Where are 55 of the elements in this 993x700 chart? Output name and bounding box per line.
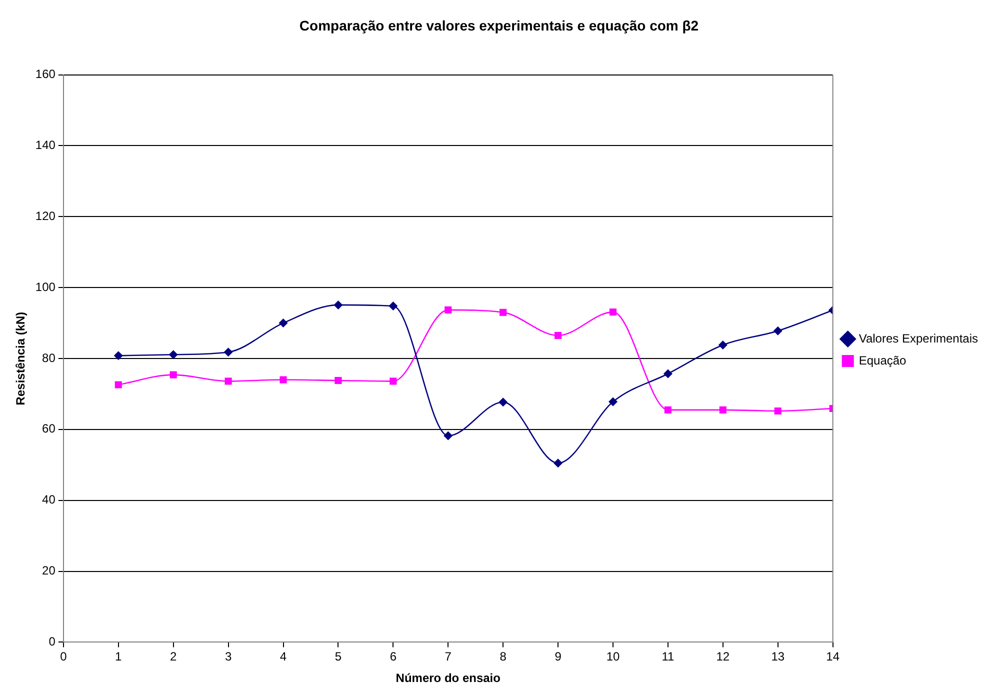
- y-tick-label: 120: [35, 208, 56, 223]
- point: [390, 378, 397, 385]
- point: [554, 458, 563, 468]
- x-tick-label: 8: [500, 650, 507, 664]
- x-tick-label: 14: [826, 650, 840, 664]
- legend-label: Valores Experimentais: [858, 331, 978, 346]
- point: [663, 369, 672, 378]
- point: [388, 302, 398, 311]
- point: [719, 406, 726, 414]
- point: [224, 348, 233, 357]
- point: [224, 378, 232, 385]
- y-tick-label: 40: [42, 492, 56, 507]
- point: [609, 308, 617, 316]
- x-tick-label: 5: [334, 650, 342, 664]
- y-tick-label: 100: [35, 280, 56, 294]
- chart-title: Comparação entre valores experimentais e equação com β2: [299, 17, 699, 34]
- x-tick-label: 13: [771, 650, 785, 664]
- x-tick-label: 0: [60, 650, 68, 664]
- y-tick-label: 80: [42, 350, 56, 365]
- x-tick-label: 3: [224, 650, 232, 664]
- x-tick-label: 10: [606, 650, 620, 664]
- point: [774, 407, 782, 415]
- legend-label: Equação: [858, 353, 907, 368]
- point: [170, 371, 177, 378]
- x-tick-label: 1: [115, 650, 122, 664]
- point: [334, 376, 342, 384]
- point: [280, 376, 287, 384]
- x-tick-label: 12: [716, 650, 730, 664]
- point: [500, 308, 507, 316]
- y-tick-label: 0: [48, 634, 56, 649]
- x-tick-label: 2: [170, 650, 177, 664]
- y-tick-label: 140: [35, 138, 56, 152]
- x-tick-label: 9: [554, 650, 562, 664]
- point: [114, 351, 123, 360]
- point: [334, 300, 343, 310]
- x-tick-label: 4: [280, 650, 287, 664]
- y-tick-label: 20: [42, 564, 56, 578]
- point: [498, 398, 508, 407]
- point: [773, 326, 782, 336]
- point: [114, 381, 122, 388]
- x-tick-label: 6: [390, 650, 397, 664]
- x-tick-label: 11: [662, 650, 675, 664]
- point: [664, 406, 672, 414]
- y-axis-title: Resistência (kN): [14, 312, 28, 406]
- x-tick-label: 7: [444, 650, 452, 664]
- point: [444, 431, 453, 440]
- y-tick-label: 160: [35, 67, 56, 82]
- y-tick-label: 60: [42, 422, 56, 436]
- point: [168, 350, 178, 360]
- x-axis-title: Número do ensaio: [396, 671, 500, 686]
- point: [278, 318, 288, 328]
- point: [444, 306, 452, 314]
- point: [554, 332, 562, 339]
- point: [718, 340, 728, 350]
- point: [608, 397, 618, 406]
